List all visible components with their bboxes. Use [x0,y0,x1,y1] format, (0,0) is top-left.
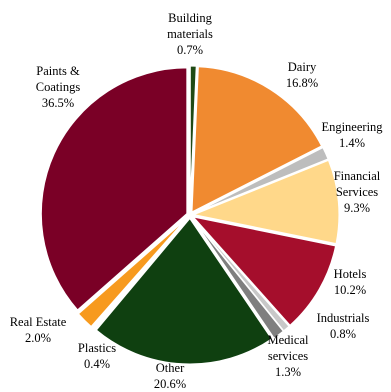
pie-slice-real-estate [77,216,189,328]
pie-slice-paints-coatings [40,66,188,312]
pie-slice-other [95,216,273,365]
pie-slice-hotels [190,215,337,327]
slice-label-building-materials: Building materials 0.7% [167,11,213,57]
pie-slice-dairy [190,65,323,214]
slice-label-dairy: Dairy 16.8% [286,60,318,90]
slice-label-industrials: Industrials 0.8% [317,311,370,341]
slice-label-real-estate: Real Estate 2.0% [10,315,67,345]
labels-layer: Building materials 0.7% Dairy 16.8%Engineeri… [10,11,384,391]
pie-slice-financial-services [190,159,340,245]
slices-layer [40,65,340,365]
slice-label-plastics: Plastics 0.4% [78,341,116,371]
slice-label-medical-services: Medical services 1.3% [268,333,309,379]
slice-label-engineering: Engineering 1.4% [321,120,383,150]
pie-slice-building-materials [189,65,198,212]
pie-slice-medical-services [191,217,285,340]
slice-label-hotels: Hotels 10.2% [334,267,367,297]
pie-slice-engineering [192,146,330,215]
slice-label-other: Other 20.6% [154,361,186,391]
slice-label-financial-services: Financial Services 9.3% [334,169,381,215]
slice-label-paints-coatings: Paints & Coatings 36.5% [36,64,81,110]
